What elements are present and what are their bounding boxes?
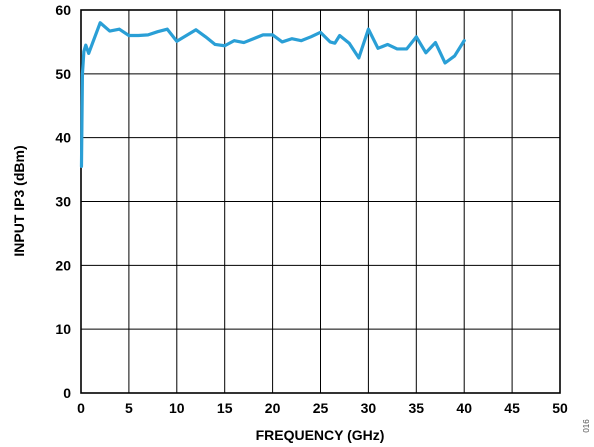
figure-id: 016 (582, 419, 591, 433)
y-axis-title: INPUT IP3 (dBm) (11, 145, 27, 256)
x-tick-label: 50 (552, 400, 568, 416)
grid (81, 10, 560, 393)
x-tick-label: 45 (504, 400, 520, 416)
y-tick-label: 60 (55, 2, 71, 18)
y-tick-label: 30 (55, 194, 71, 210)
plot-frame (80, 9, 561, 394)
y-tick-label: 40 (55, 130, 71, 146)
y-tick-label: 50 (55, 66, 71, 82)
series-line (79, 21, 466, 168)
x-axis-title: FREQUENCY (GHz) (256, 427, 385, 443)
x-tick-label: 0 (77, 400, 85, 416)
series-layer (79, 21, 466, 168)
x-tick-label: 40 (456, 400, 472, 416)
y-tick-label: 0 (63, 385, 71, 401)
x-tick-label: 15 (217, 400, 233, 416)
tick-labels: 0 5 10 15 20 25 30 35 40 45 50 0 10 20 30 40 50 60 (55, 2, 568, 416)
x-tick-label: 5 (125, 400, 133, 416)
x-tick-label: 25 (313, 400, 329, 416)
x-tick-label: 30 (361, 400, 377, 416)
y-tick-label: 10 (55, 321, 71, 337)
x-tick-label: 10 (169, 400, 185, 416)
y-tick-label: 20 (55, 257, 71, 273)
x-tick-label: 20 (265, 400, 281, 416)
x-tick-label: 35 (409, 400, 425, 416)
